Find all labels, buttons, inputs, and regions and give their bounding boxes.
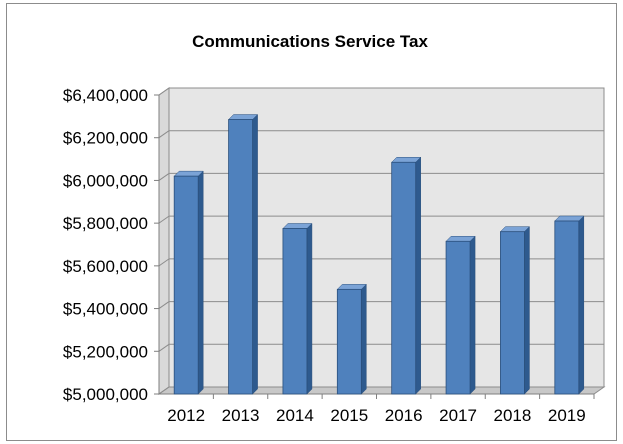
chart-frame: Communications Service Tax $5,000,000 $5,… (6, 3, 617, 441)
x-tick-label: 2017 (439, 406, 477, 425)
x-tick-label: 2014 (276, 406, 314, 425)
bar-2014 (282, 222, 313, 395)
bar-2017 (445, 235, 476, 395)
bar-front (445, 240, 471, 395)
x-tick-label: 2013 (222, 406, 260, 425)
bar-2018 (499, 226, 531, 395)
bar-side (578, 215, 585, 395)
bar-top (499, 226, 531, 232)
bar-2012 (173, 170, 204, 395)
bar-top (554, 215, 585, 222)
y-tick-label: $5,600,000 (63, 257, 148, 276)
bar-chart: Communications Service Tax $5,000,000$5,… (63, 32, 606, 425)
bar-top (282, 223, 313, 229)
gridline-side (158, 87, 170, 96)
chart-title: Communications Service Tax (192, 32, 428, 51)
x-tick-label: 2018 (494, 406, 532, 425)
y-tick-label: $6,000,000 (63, 171, 148, 190)
plot-area (157, 87, 606, 395)
bar-side (524, 226, 530, 395)
bar-2015 (336, 283, 367, 395)
bar-front (282, 228, 308, 395)
y-tick-label: $6,200,000 (63, 129, 148, 148)
bar-top (445, 236, 476, 242)
bar-front (500, 231, 525, 395)
y-axis-tick-labels: $5,000,000 $5,200,000 $5,400,000 $5,600,000… (63, 86, 159, 404)
bar-side (197, 170, 204, 395)
y-tick-label: $5,400,000 (63, 300, 148, 319)
gridline-side (158, 258, 170, 267)
bar-side (306, 222, 313, 395)
bar-top (391, 157, 422, 163)
y-tick-label: $5,200,000 (63, 342, 148, 361)
x-tick-label: 2016 (385, 406, 423, 425)
x-tick-label: 2019 (548, 406, 586, 425)
bar-side (361, 283, 367, 395)
bar-side (252, 113, 258, 395)
gridline-side (158, 386, 170, 395)
bar-side (469, 235, 476, 395)
y-tick-label: $5,000,000 (63, 385, 148, 404)
y-tick-label: $6,400,000 (63, 86, 148, 105)
plot-floor (157, 386, 606, 395)
bar-side (415, 156, 421, 395)
x-axis-tick-labels: 2012 2013 2014 2015 2016 2017 2018 2019 (167, 394, 595, 425)
bar-top (336, 284, 367, 290)
bar-front (554, 220, 580, 395)
bar-top (173, 170, 204, 177)
bar-2019 (554, 215, 585, 395)
gridline-side (158, 130, 170, 139)
y-tick-label: $5,800,000 (63, 214, 148, 233)
bar-front (336, 288, 362, 395)
gridline-side (158, 343, 170, 352)
x-tick-label: 2012 (167, 406, 205, 425)
x-tick-label: 2015 (330, 406, 368, 425)
bar-2016 (391, 156, 422, 395)
bar-front (391, 161, 417, 395)
gridline-side (158, 301, 170, 309)
bar-top (227, 114, 259, 120)
bar-front (173, 175, 199, 395)
gridline-side (158, 215, 170, 224)
bar-2013 (227, 113, 259, 395)
bar-front (228, 119, 253, 395)
gridline-side (158, 173, 170, 181)
